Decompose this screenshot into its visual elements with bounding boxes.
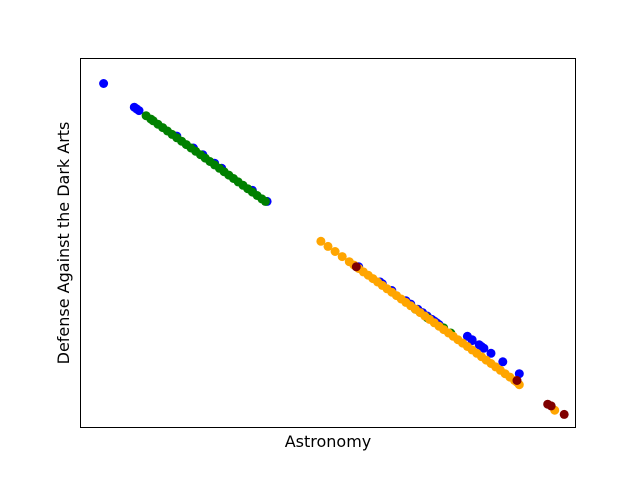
- scatter-point-s1-26: [260, 196, 270, 206]
- scatter-point-s2-1: [323, 241, 333, 251]
- scatter-point-s3-0: [351, 262, 361, 272]
- scatter-point-s2-0: [316, 236, 326, 246]
- scatter-point-s3-4: [559, 409, 569, 419]
- scatter-point-s2-3: [337, 252, 347, 262]
- x-axis-label: Astronomy: [285, 432, 372, 451]
- scatter-point-s0-32: [514, 369, 524, 379]
- scatter-point-s0-20: [486, 348, 496, 358]
- scatter-point-s0-31: [479, 343, 489, 353]
- y-axis-label: Defense Against the Dark Arts: [54, 122, 73, 365]
- scatter-point-s0-3: [134, 106, 144, 116]
- plot-frame: [80, 58, 576, 428]
- scatter-point-s3-1: [512, 376, 522, 385]
- data-points: [99, 79, 569, 419]
- scatter-point-s2-2: [330, 247, 340, 256]
- scatter-point-s3-3: [546, 401, 556, 411]
- scatter-point-s0-21: [498, 357, 508, 367]
- scatter-point-s0-0: [99, 79, 109, 88]
